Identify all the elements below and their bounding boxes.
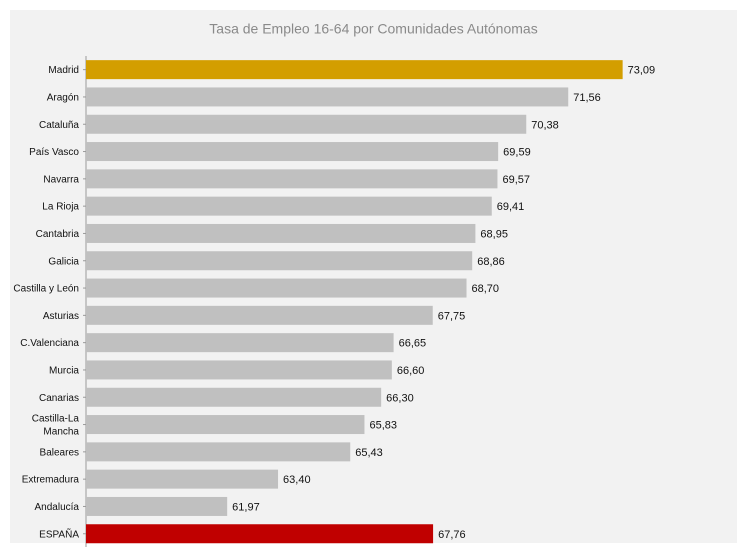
category-label-12: Canarias: [39, 393, 79, 404]
bar-15: [86, 469, 279, 489]
value-label-5: 69,41: [497, 201, 525, 213]
category-label-6: Cantabria: [36, 229, 80, 240]
chart-title: Tasa de Empleo 16-64 por Comunidades Aut…: [209, 21, 537, 37]
value-label-10: 66,65: [399, 338, 427, 350]
category-label-17: ESPAÑA: [39, 527, 79, 540]
category-label-1: Aragón: [47, 92, 79, 103]
value-label-6: 68,95: [480, 228, 508, 240]
value-label-16: 61,97: [232, 501, 260, 513]
category-label-13: Castilla-La Mancha: [32, 414, 80, 438]
bar-11: [86, 360, 392, 380]
value-label-8: 68,70: [472, 283, 500, 295]
value-label-4: 69,57: [502, 174, 530, 186]
value-label-13: 65,83: [369, 420, 397, 432]
value-label-14: 65,43: [355, 447, 383, 459]
bar-16: [86, 496, 228, 516]
category-label-14: Baleares: [40, 447, 79, 458]
category-label-3: País Vasco: [29, 147, 79, 158]
category-label-11: Murcia: [49, 365, 79, 376]
bar-0: [86, 60, 623, 80]
value-label-1: 71,56: [573, 92, 601, 104]
value-label-9: 67,75: [438, 310, 466, 322]
bar-10: [86, 333, 394, 353]
category-label-4: Navarra: [43, 174, 79, 185]
bar-2: [86, 114, 527, 134]
category-label-15: Extremadura: [22, 475, 80, 486]
value-label-2: 70,38: [531, 119, 559, 131]
category-label-5: La Rioja: [42, 202, 79, 213]
value-label-7: 68,86: [477, 256, 505, 268]
value-label-15: 63,40: [283, 474, 311, 486]
bar-13: [86, 415, 365, 435]
bar-8: [86, 278, 467, 298]
category-label-2: Cataluña: [39, 120, 79, 131]
value-label-0: 73,09: [628, 65, 656, 77]
value-label-12: 66,30: [386, 392, 414, 404]
value-label-3: 69,59: [503, 147, 531, 159]
bar-7: [86, 251, 473, 271]
category-label-7: Galicia: [48, 256, 79, 267]
bars-group: Madrid 73,09 Aragón 71,56 Cataluña 70,38 País …: [13, 60, 656, 544]
value-label-17: 67,76: [438, 529, 466, 541]
bar-1: [86, 87, 569, 107]
bar-6: [86, 223, 476, 243]
bar-14: [86, 442, 351, 462]
bar-12: [86, 387, 382, 407]
bar-5: [86, 196, 492, 216]
category-label-16: Andalucía: [35, 502, 80, 513]
category-label-9: Asturias: [43, 311, 79, 322]
bar-17: [86, 524, 434, 544]
category-label-10: C.Valenciana: [20, 338, 79, 349]
bar-9: [86, 305, 433, 325]
category-label-8: Castilla y León: [13, 284, 79, 295]
bar-4: [86, 169, 498, 189]
value-label-11: 66,60: [397, 365, 425, 377]
bar-3: [86, 142, 499, 162]
category-label-0: Madrid: [48, 65, 79, 76]
